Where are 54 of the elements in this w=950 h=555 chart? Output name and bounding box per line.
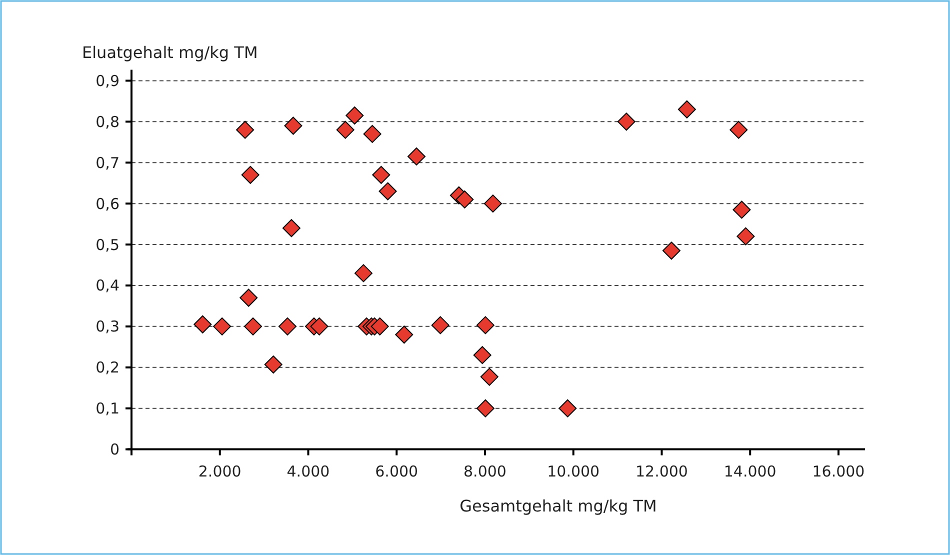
point <box>476 399 494 418</box>
point <box>480 368 498 386</box>
point <box>310 317 328 336</box>
y-axis-title: Eluatgehalt mg/kg TM <box>82 43 258 62</box>
x-tick-label: 6.000 <box>375 462 418 480</box>
y-tick-label: 0,3 <box>96 318 120 336</box>
point <box>736 227 755 246</box>
y-tick-label: 0,8 <box>96 112 120 131</box>
point <box>240 288 258 307</box>
x-tick-label: 14.000 <box>724 462 776 480</box>
y-tick-label: 0,2 <box>96 358 120 377</box>
y-tick-label: 0,5 <box>96 236 120 254</box>
point <box>678 100 696 118</box>
point <box>284 116 302 135</box>
point <box>378 182 397 200</box>
point <box>408 147 426 166</box>
y-tick-label: 0 <box>110 440 120 459</box>
point <box>484 194 502 213</box>
x-tick-label: 12.000 <box>635 462 688 480</box>
point <box>336 120 354 139</box>
point <box>456 190 474 208</box>
point <box>476 316 494 334</box>
point <box>617 112 636 131</box>
point <box>346 106 364 125</box>
point <box>370 317 389 336</box>
point <box>730 120 748 139</box>
point <box>236 120 254 139</box>
point <box>278 317 296 336</box>
point <box>363 124 382 143</box>
point <box>264 356 282 374</box>
x-tick-label: 10.000 <box>547 462 600 480</box>
x-axis-title: Gesamtgehalt mg/kg TM <box>460 496 657 516</box>
point <box>662 242 680 260</box>
point <box>354 264 372 282</box>
x-tick-label: 8.000 <box>464 462 506 480</box>
y-tick-label: 0,1 <box>96 400 120 418</box>
y-tick-label: 0,7 <box>96 154 120 172</box>
point <box>395 326 414 344</box>
y-tick-label: 0,6 <box>96 194 120 213</box>
point <box>473 346 492 364</box>
point <box>282 219 300 238</box>
point <box>431 316 450 334</box>
point <box>244 317 262 336</box>
point <box>194 315 212 334</box>
point <box>732 200 751 219</box>
x-tick-label: 16.000 <box>812 462 865 480</box>
point <box>558 399 577 418</box>
x-tick-label: 4.000 <box>286 462 330 480</box>
y-tick-label: 0,9 <box>96 72 120 90</box>
point <box>372 166 390 184</box>
point <box>241 166 260 184</box>
y-tick-label: 0,4 <box>96 276 120 295</box>
x-tick-label: 2.000 <box>198 462 242 480</box>
point <box>213 317 232 336</box>
